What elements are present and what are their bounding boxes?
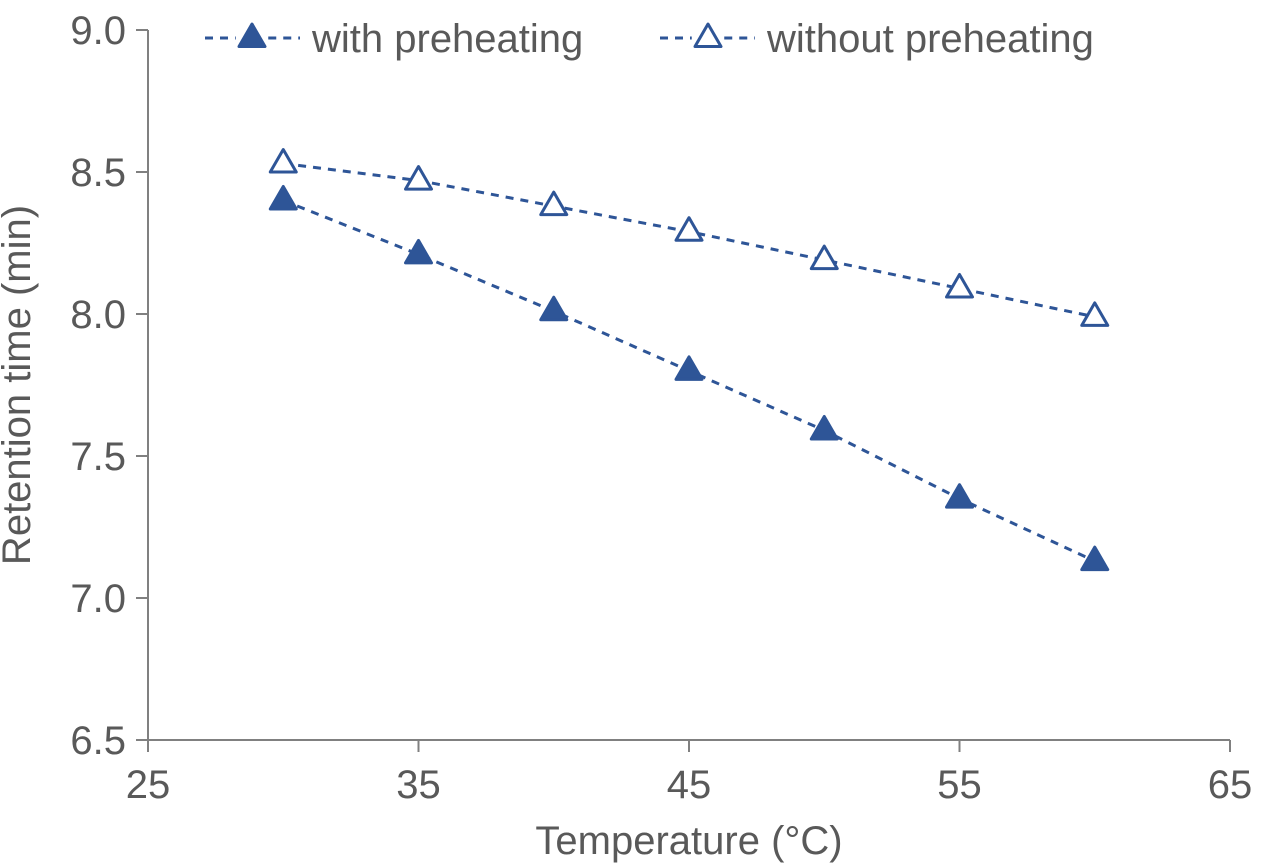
y-tick-label: 9.0 xyxy=(70,9,126,53)
x-tick-label: 65 xyxy=(1208,763,1253,807)
y-tick-label: 6.5 xyxy=(70,719,126,763)
x-tick-label: 55 xyxy=(937,763,982,807)
x-tick-label: 45 xyxy=(667,763,712,807)
x-axis-label: Temperature (°C) xyxy=(535,819,842,863)
chart-svg: 25 35 45 55 65 6.5 7.0 7.5 8.0 8.5 9.0 Temperature … xyxy=(0,0,1280,867)
y-tick-label: 8.5 xyxy=(70,151,126,195)
y-axis-label: Retention time (min) xyxy=(0,205,39,565)
chart-background xyxy=(0,0,1280,867)
y-tick-label: 7.0 xyxy=(70,577,126,621)
x-tick-label: 25 xyxy=(126,763,171,807)
y-tick-label: 8.0 xyxy=(70,293,126,337)
retention-time-chart: 25 35 45 55 65 6.5 7.0 7.5 8.0 8.5 9.0 Temperature … xyxy=(0,0,1280,867)
legend-label-without_preheating: without preheating xyxy=(766,17,1094,61)
y-tick-label: 7.5 xyxy=(70,435,126,479)
x-tick-label: 35 xyxy=(396,763,441,807)
legend-label-with_preheating: with preheating xyxy=(311,17,583,61)
